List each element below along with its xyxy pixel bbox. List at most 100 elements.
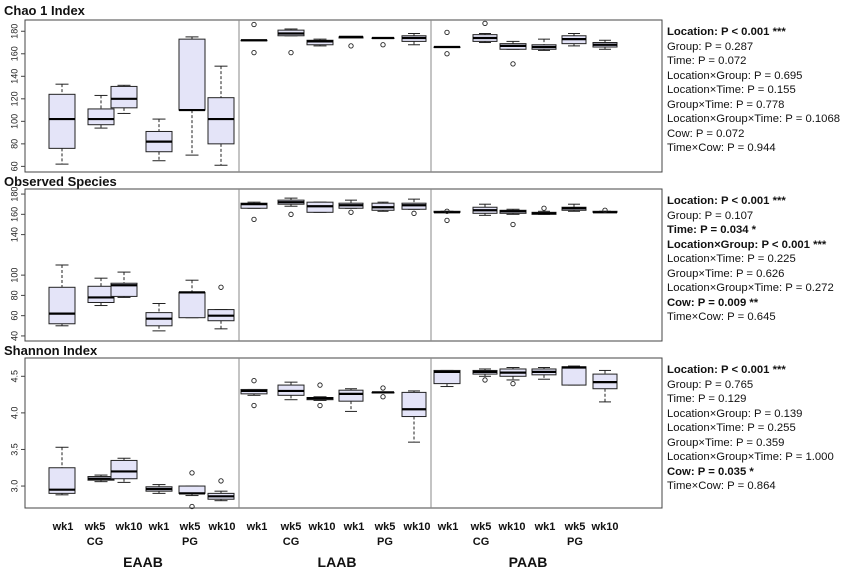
stat-line: Time×Cow: P = 0.864 — [667, 480, 776, 492]
outlier-point — [510, 221, 516, 228]
box-15 — [499, 367, 527, 387]
iqr-box — [306, 39, 334, 46]
stat-line: Location×Group×Time: P = 0.272 — [667, 282, 834, 294]
stat-line: Group: P = 0.287 — [667, 40, 754, 53]
outlier-point — [348, 43, 354, 49]
outlier-point — [251, 50, 257, 56]
outlier-point — [218, 478, 224, 484]
stats-panel-observed-species: Location: P < 0.001 *** Group: P = 0.107 T… — [667, 194, 855, 325]
outlier-point — [444, 208, 450, 214]
outlier-point — [510, 380, 516, 387]
box-6 — [207, 65, 235, 166]
box-6 — [207, 478, 235, 502]
iqr-box — [110, 459, 138, 480]
stat-line: Location×Time: P = 0.255 — [667, 422, 796, 434]
x-axis: wk1 wk5 wk10 wk1 wk5 wk10 wk1 wk5 wk10 wk1 wk5 wk10… — [52, 521, 619, 570]
outlier-point — [288, 50, 294, 56]
stat-line: Group×Time: P = 0.778 — [667, 98, 785, 111]
box-15 — [499, 208, 527, 228]
x-tick-label: wk10 — [498, 521, 526, 533]
y-tick-label: 40 — [9, 331, 19, 341]
outlier-point — [482, 377, 488, 383]
outlier-point — [251, 402, 257, 409]
y-tick-label: 100 — [9, 268, 19, 283]
stat-line: Time×Cow: P = 0.944 — [667, 142, 776, 154]
outlier-point — [189, 503, 195, 510]
outlier-point — [380, 385, 386, 391]
outlier-point — [411, 210, 417, 216]
stat-line: Cow: P = 0.072 — [667, 127, 745, 140]
stat-line: Location: P < 0.001 *** — [667, 364, 786, 376]
x-tick-label: wk5 — [564, 521, 586, 533]
iqr-box — [87, 285, 115, 303]
box-11 — [371, 201, 395, 212]
box-9 — [306, 38, 334, 47]
iqr-box — [48, 286, 76, 325]
box-13 — [433, 369, 461, 388]
y-tick-label: 100 — [9, 114, 19, 129]
stat-line: Location×Time: P = 0.155 — [667, 84, 796, 96]
box-9 — [306, 382, 334, 409]
box-2 — [87, 94, 115, 129]
outlier-point — [510, 61, 516, 67]
box-2 — [87, 277, 115, 307]
panel-shannon: Shannon Index 3.0 3.5 4.0 4.5 — [4, 343, 663, 510]
iqr-box — [110, 85, 138, 109]
location-label: EAAB — [123, 554, 163, 570]
stat-line: Time: P = 0.034 * — [667, 224, 757, 236]
stat-line: Location: P < 0.001 *** — [667, 26, 786, 38]
outlier-point — [482, 20, 488, 27]
box-7 — [240, 201, 268, 223]
stat-line: Cow: P = 0.035 * — [667, 465, 754, 478]
panel-title: Chao 1 Index — [4, 3, 86, 18]
stat-line: Location×Group×Time: P = 1.000 — [667, 451, 834, 463]
box-16 — [531, 205, 557, 215]
panel-title: Observed Species — [4, 174, 117, 189]
y-tick-label: 60 — [9, 161, 19, 171]
box-1 — [48, 83, 76, 165]
group-sublabel: PG — [377, 536, 393, 548]
panel-frame — [24, 357, 663, 509]
box-7 — [240, 378, 268, 409]
group-sublabel: CG — [87, 536, 104, 548]
box-14 — [472, 20, 498, 44]
x-tick-label: wk5 — [84, 521, 106, 533]
stat-line: Time: P = 0.129 — [667, 393, 747, 405]
group-sublabel: CG — [283, 536, 300, 548]
stat-line: Time: P = 0.072 — [667, 55, 747, 67]
iqr-box — [207, 97, 235, 145]
iqr-box — [338, 389, 364, 402]
stat-line: Location×Time: P = 0.225 — [667, 253, 796, 265]
stat-line: Location: P < 0.001 *** — [667, 195, 786, 207]
outlier-point — [317, 402, 323, 409]
group-sublabel: CG — [473, 536, 490, 548]
y-tick-label: 3.5 — [9, 443, 19, 456]
box-3 — [110, 457, 138, 483]
box-5 — [178, 36, 206, 156]
box-15 — [499, 40, 527, 67]
x-tick-label: wk5 — [470, 521, 492, 533]
box-16 — [531, 38, 557, 51]
iqr-box — [561, 366, 587, 386]
stat-line: Location×Group: P < 0.001 *** — [667, 238, 827, 251]
stat-line: Group×Time: P = 0.359 — [667, 436, 785, 449]
x-tick-label: wk1 — [52, 521, 74, 533]
stat-line: Cow: P = 0.009 ** — [667, 296, 759, 309]
y-tick-label: 4.5 — [9, 370, 19, 383]
box-17 — [561, 203, 587, 212]
stat-line: Group×Time: P = 0.626 — [667, 267, 785, 280]
box-18 — [592, 39, 618, 50]
outlier-point — [317, 382, 323, 388]
iqr-box — [433, 369, 461, 385]
x-tick-label: wk5 — [374, 521, 396, 533]
stat-line: Location×Group: P = 0.139 — [667, 407, 803, 420]
x-tick-label: wk10 — [208, 521, 236, 533]
outlier-point — [251, 378, 257, 384]
stat-line: Group: P = 0.107 — [667, 209, 754, 222]
box-9 — [306, 201, 334, 213]
y-tick-label: 120 — [9, 91, 19, 106]
box-11 — [371, 36, 395, 48]
stat-line: Location×Group: P = 0.695 — [667, 69, 803, 82]
outlier-point — [444, 29, 450, 36]
